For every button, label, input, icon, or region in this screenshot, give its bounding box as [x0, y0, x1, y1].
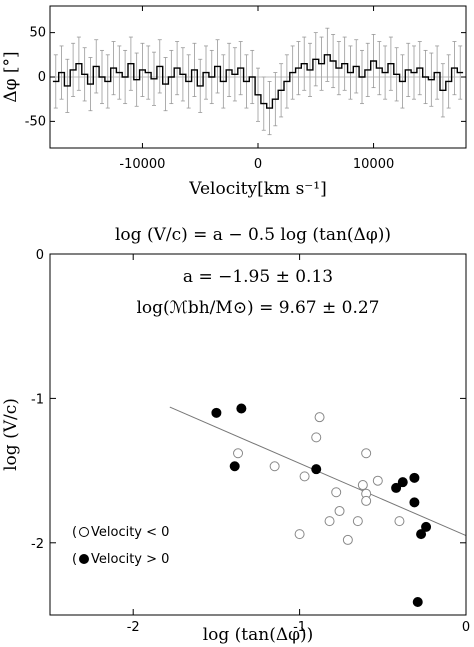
data-point-velocity-negative	[299, 471, 310, 482]
y-tick-label: 0	[36, 248, 44, 263]
x-tick-label: 10000	[353, 157, 394, 172]
bottom-ticks: -2 -1 0 -2 -1 0	[31, 248, 470, 635]
fit-parameter-a: a = −1.95 ± 0.13	[183, 267, 333, 287]
x-tick-label: 0	[462, 620, 470, 635]
data-point-velocity-positive	[391, 482, 402, 493]
data-point-velocity-negative	[294, 529, 305, 540]
legend: ( Velocity < 0 ( Velocity > 0	[72, 525, 169, 567]
data-point-velocity-negative	[334, 506, 345, 517]
data-point-velocity-positive	[236, 403, 247, 414]
data-point-velocity-negative	[324, 516, 335, 527]
data-point-velocity-negative	[357, 480, 368, 491]
legend-item-velocity-negative: ( Velocity < 0	[72, 525, 169, 540]
data-point-velocity-negative	[361, 448, 372, 459]
top-x-axis-label: Velocity[km s⁻¹]	[188, 179, 326, 199]
legend-label-velocity-positive: Velocity > 0	[91, 552, 169, 567]
legend-label-velocity-negative: Velocity < 0	[91, 525, 169, 540]
bottom-panel: log (V/c) = a − 0.5 log (tan(Δφ)) a = −1…	[1, 225, 470, 645]
top-step-series	[52, 54, 464, 109]
data-point-velocity-negative	[361, 495, 372, 506]
data-point-velocity-positive	[311, 464, 322, 475]
data-point-velocity-negative	[314, 412, 325, 423]
top-ticks: -10000 0 10000 -50 0 50	[25, 6, 466, 172]
y-tick-label: -2	[31, 537, 44, 552]
data-point-velocity-positive	[409, 497, 420, 508]
data-point-velocity-negative	[233, 448, 244, 459]
y-tick-label: 0	[38, 70, 46, 85]
x-tick-label: 0	[254, 157, 262, 172]
bottom-x-axis-label: log (tan(Δφ))	[203, 625, 314, 645]
data-point-velocity-negative	[372, 475, 383, 486]
legend-open-circle-marker	[79, 527, 89, 537]
legend-paren-open: (	[72, 552, 77, 567]
data-point-velocity-positive	[412, 597, 423, 608]
bottom-chart-title: log (V/c) = a − 0.5 log (tan(Δφ))	[115, 225, 391, 245]
data-point-velocity-positive	[211, 407, 222, 418]
bottom-plot-frame	[49, 253, 467, 616]
data-point-velocity-positive	[229, 461, 240, 472]
data-point-velocity-negative	[394, 516, 405, 527]
data-point-velocity-negative	[331, 487, 342, 498]
y-tick-label: -1	[31, 392, 44, 407]
data-point-velocity-positive	[416, 529, 427, 540]
data-point-velocity-negative	[342, 534, 353, 545]
bottom-y-axis-label: log (V/c)	[1, 398, 21, 471]
y-tick-label: -50	[25, 114, 46, 129]
legend-filled-circle-marker	[79, 554, 89, 564]
top-y-axis-label: Δφ [°]	[1, 51, 21, 102]
x-tick-label: -10000	[119, 157, 165, 172]
data-point-velocity-positive	[397, 477, 408, 488]
black-hole-mass-result: log(ℳbh/M⊙) = 9.67 ± 0.27	[136, 298, 379, 318]
data-point-velocity-negative	[269, 461, 280, 472]
top-panel: -10000 0 10000 -50 0 50 Δφ [°] Velocity[km s⁻…	[1, 5, 467, 199]
x-tick-label: -2	[127, 620, 140, 635]
data-point-velocity-negative	[311, 432, 322, 443]
scatter-points	[211, 403, 432, 608]
data-point-velocity-positive	[421, 521, 432, 532]
legend-item-velocity-positive: ( Velocity > 0	[72, 552, 169, 567]
y-tick-label: 50	[29, 26, 46, 41]
legend-paren-open: (	[72, 525, 77, 540]
x-tick-label: -1	[293, 620, 306, 635]
data-point-velocity-positive	[409, 472, 420, 483]
data-point-velocity-negative	[352, 516, 363, 527]
